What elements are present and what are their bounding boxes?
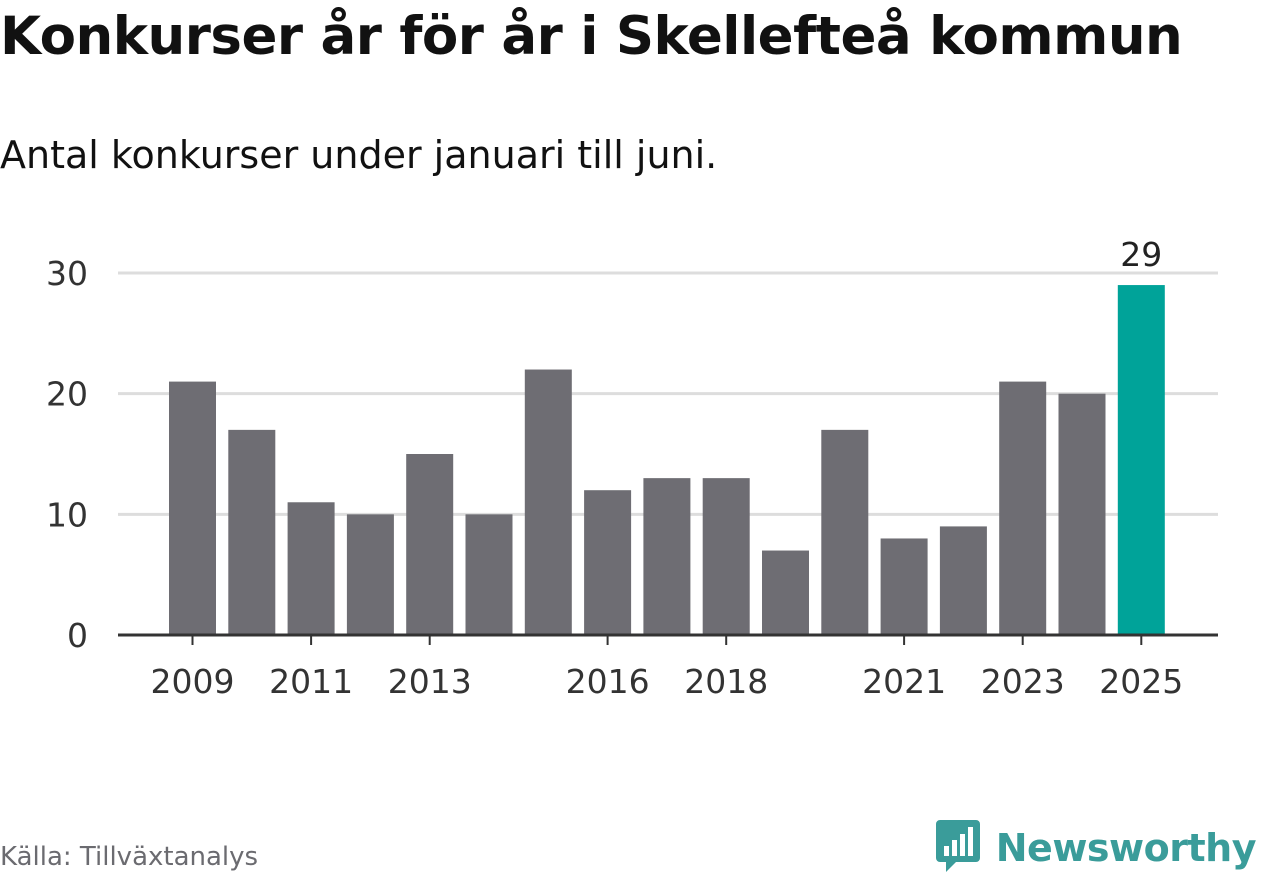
bar-2013 — [406, 454, 454, 635]
bar-2018 — [702, 478, 750, 635]
bar-2019 — [762, 550, 809, 635]
x-axis-ticks: 2009 2011 2013 2016 2018 2021 2023 2025 — [151, 635, 1183, 701]
bar-2009 — [169, 381, 216, 635]
y-tick-label: 0 — [67, 616, 88, 655]
bar-2024 — [1058, 393, 1106, 635]
y-tick-label: 20 — [46, 375, 88, 414]
x-tick-label: 2023 — [981, 662, 1065, 701]
y-tick-label: 10 — [46, 495, 88, 534]
newsworthy-logo-icon — [934, 818, 982, 878]
bar-2016 — [584, 490, 632, 635]
bar-2025 — [1117, 285, 1165, 635]
bars — [169, 285, 1165, 635]
page-subtitle: Antal konkurser under januari till juni. — [0, 133, 718, 177]
x-tick-label: 2013 — [388, 662, 472, 701]
x-tick-label: 2018 — [684, 662, 768, 701]
x-tick-label: 2016 — [566, 662, 650, 701]
brand: Newsworthy — [934, 818, 1257, 878]
x-tick-label: 2009 — [151, 662, 235, 701]
bar-2017 — [643, 478, 691, 635]
bar-2014 — [465, 514, 513, 635]
data-label: 29 — [1120, 235, 1162, 274]
data-labels: 29 — [1120, 235, 1162, 274]
bar-2020 — [821, 429, 869, 635]
grid-layer — [118, 271, 1218, 516]
bar-2011 — [287, 502, 335, 635]
bar-2022 — [939, 526, 987, 635]
bar-2010 — [228, 429, 276, 635]
x-tick-label: 2011 — [269, 662, 353, 701]
source-note: Källa: Tillväxtanalys — [0, 842, 259, 872]
bar-2023 — [999, 381, 1047, 635]
bar-2021 — [880, 538, 928, 635]
y-axis-ticks: 0 10 20 30 — [46, 254, 88, 655]
bar-2012 — [346, 514, 394, 635]
brand-name: Newsworthy — [995, 826, 1257, 870]
bar-2015 — [524, 369, 572, 635]
page-title: Konkurser år för år i Skellefteå kommun — [0, 6, 1183, 67]
y-tick-label: 30 — [46, 254, 88, 293]
x-tick-label: 2025 — [1099, 662, 1183, 701]
x-tick-label: 2021 — [862, 662, 946, 701]
